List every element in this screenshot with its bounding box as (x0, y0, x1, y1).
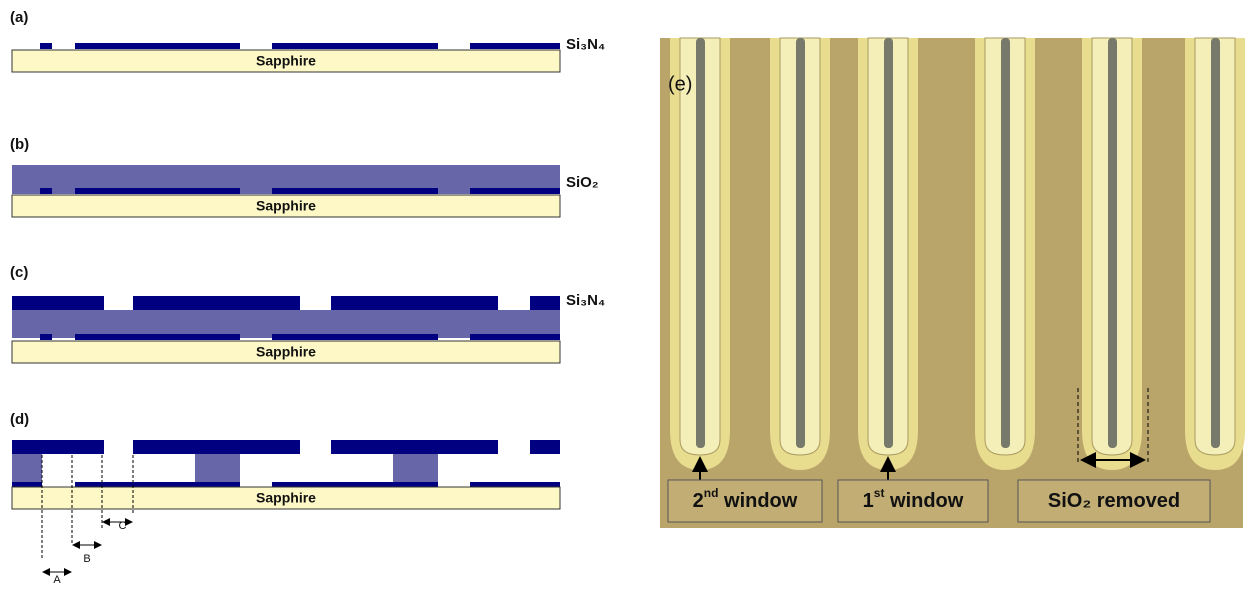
callout-text: SiO₂ removed (1048, 490, 1180, 512)
photo-bg (660, 38, 1243, 528)
substrate-label: Sapphire (256, 198, 316, 214)
layer-label: Si₃N₄ (566, 36, 605, 53)
substrate-label: Sapphire (256, 490, 316, 506)
process-diagram: (a) Sapphire Si₃N₄ (b) Sapphire SiO₂ (c) Sapphi… (10, 9, 605, 586)
layer-label: Si₃N₄ (566, 292, 605, 309)
layer-strip (40, 188, 52, 194)
layer-strip (133, 440, 300, 454)
panel-label: (e) (668, 73, 692, 95)
sio2-pillar (393, 454, 438, 482)
layer-strip (272, 188, 438, 194)
layer-strip (75, 188, 240, 194)
micrograph: (e) 2nd window 1st window SiO₂ removed (660, 38, 1245, 528)
figure: (a) Sapphire Si₃N₄ (b) Sapphire SiO₂ (c) Sapphi… (0, 0, 1251, 587)
callout-text: window (718, 490, 797, 512)
dim-label: B (83, 553, 90, 565)
layer-strip (272, 334, 438, 340)
layer-strip (272, 43, 438, 49)
layer-strip (133, 296, 300, 310)
dim-label: C (119, 520, 127, 532)
sio2 (12, 310, 560, 338)
layer-strip (331, 440, 498, 454)
substrate-label: Sapphire (256, 53, 316, 69)
layer-strip (75, 43, 240, 49)
ordinal-suffix: nd (704, 486, 719, 500)
window-line (696, 38, 705, 448)
layer-strip (12, 482, 42, 487)
layer-strip (331, 296, 498, 310)
layer-strip (75, 334, 240, 340)
panel-label: (d) (10, 411, 29, 428)
window-line (796, 38, 805, 448)
dim-label: A (53, 574, 61, 586)
layer-strip (470, 43, 560, 49)
window-line (1108, 38, 1117, 448)
ordinal-suffix: st (874, 486, 885, 500)
layer-strip (530, 440, 560, 454)
callout-text: window (884, 490, 963, 512)
panel-label: (a) (10, 9, 28, 26)
window-line (1001, 38, 1010, 448)
callout: SiO₂ removed (1048, 490, 1180, 512)
layer-label: SiO₂ (566, 174, 599, 191)
layer-strip (272, 482, 438, 487)
substrate-label: Sapphire (256, 344, 316, 360)
layer-strip (40, 334, 52, 340)
layer-strip (75, 482, 240, 487)
panel-label: (c) (10, 264, 28, 281)
ordinal: 1 (863, 490, 874, 512)
ordinal: 2 (693, 490, 704, 512)
layer-strip (12, 296, 104, 310)
layer-strip (470, 334, 560, 340)
sio2-pillar (12, 454, 42, 482)
window-line (1211, 38, 1220, 448)
layer-strip (12, 440, 104, 454)
window-line (884, 38, 893, 448)
layer-strip (470, 482, 560, 487)
layer-strip (40, 43, 52, 49)
sio2-pillar (195, 454, 240, 482)
panel-label: (b) (10, 136, 29, 153)
layer-strip (530, 296, 560, 310)
layer-strip (470, 188, 560, 194)
